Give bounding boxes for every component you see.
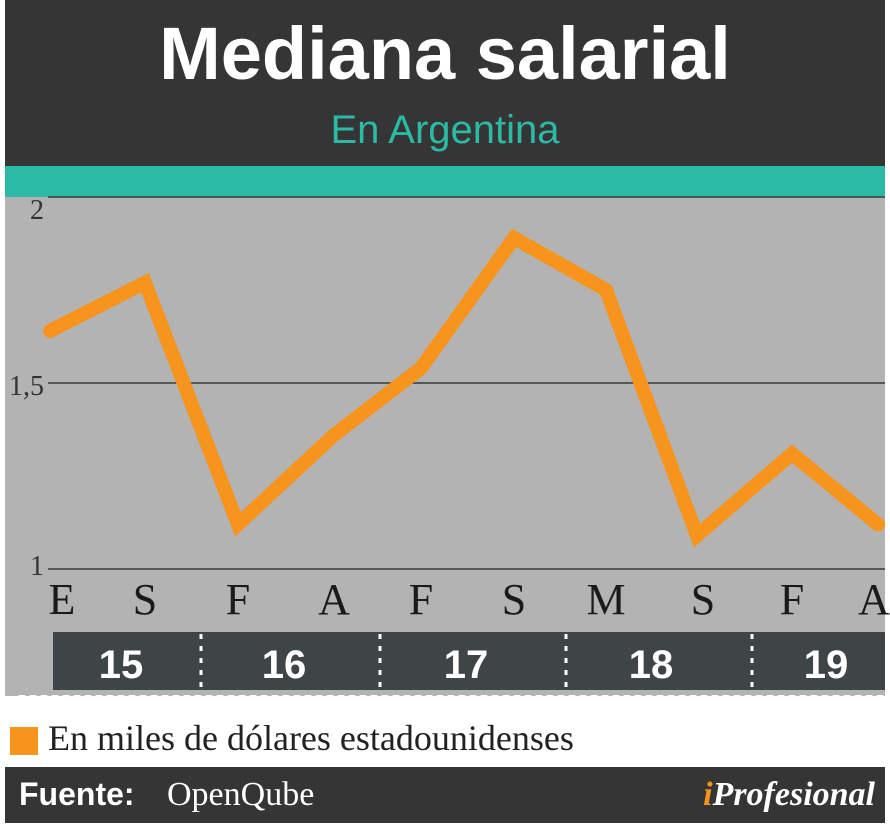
plot-area bbox=[5, 197, 885, 696]
header: Mediana salarial En Argentina bbox=[5, 0, 885, 166]
data-point bbox=[690, 528, 704, 543]
data-point bbox=[43, 323, 57, 338]
data-point bbox=[138, 275, 152, 290]
y-tick-label: 1,5 bbox=[9, 371, 44, 402]
data-point bbox=[599, 283, 613, 297]
source-value: OpenQube bbox=[167, 776, 315, 813]
year-label: 15 bbox=[99, 643, 144, 687]
data-point bbox=[327, 428, 341, 443]
chart-title: Mediana salarial bbox=[159, 12, 731, 95]
x-tick-label: A bbox=[858, 575, 890, 624]
series-line bbox=[46, 228, 883, 548]
year-label: 18 bbox=[629, 643, 674, 687]
year-label: 17 bbox=[444, 643, 489, 687]
year-label: 16 bbox=[262, 643, 307, 687]
chart-subtitle: En Argentina bbox=[330, 108, 560, 152]
x-tick-label: E bbox=[49, 575, 76, 624]
x-tick-label: A bbox=[318, 575, 350, 624]
year-label: 19 bbox=[804, 643, 849, 687]
accent-bar bbox=[5, 166, 885, 197]
data-point bbox=[231, 517, 245, 532]
y-tick-label: 1 bbox=[30, 551, 44, 582]
x-tick-label: S bbox=[691, 575, 715, 624]
logo-prefix: i bbox=[703, 776, 713, 813]
legend-swatch bbox=[10, 727, 38, 755]
x-tick-label: M bbox=[586, 575, 625, 624]
data-point bbox=[871, 517, 885, 532]
footer: Fuente: OpenQube iProfesional bbox=[5, 767, 885, 823]
iprofesional-logo: iProfesional bbox=[703, 775, 875, 815]
x-tick-label: F bbox=[409, 575, 433, 624]
y-tick-label: 2 bbox=[30, 195, 44, 226]
x-tick-label: F bbox=[780, 575, 804, 624]
year-band bbox=[53, 632, 885, 690]
source-label: Fuente: bbox=[19, 776, 135, 812]
data-point bbox=[785, 446, 799, 461]
data-point bbox=[414, 361, 428, 376]
x-tick-label: S bbox=[502, 575, 526, 624]
legend-label: En miles de dólares estadounidenses bbox=[48, 718, 574, 758]
data-point bbox=[507, 230, 521, 245]
x-tick-label: S bbox=[133, 575, 157, 624]
logo-rest: Profesional bbox=[712, 776, 875, 813]
x-tick-label: F bbox=[226, 575, 250, 624]
